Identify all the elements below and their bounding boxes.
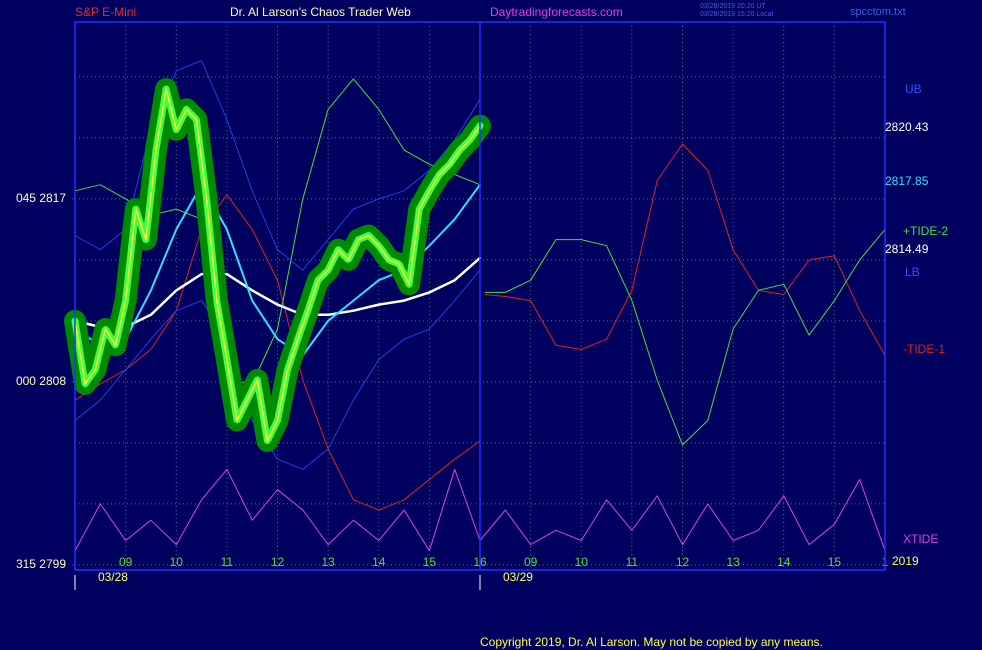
- y-tick-label: 045 2817: [16, 191, 66, 205]
- date-label: 03/29: [503, 570, 533, 584]
- x-tick-label: 15: [828, 555, 842, 569]
- x-tick-label: 12: [676, 555, 690, 569]
- price-line: [73, 256, 482, 329]
- x-tick-label: 14: [372, 555, 386, 569]
- copyright: Copyright 2019, Dr. Al Larson. May not b…: [480, 635, 823, 649]
- x-tick-label: 10: [170, 555, 184, 569]
- symbol: S&P E-Mini: [75, 5, 136, 19]
- tide2-label: +TIDE-2: [903, 224, 948, 238]
- x-tick-label: 11: [626, 555, 639, 569]
- x-tick-label: 13: [321, 555, 335, 569]
- site: Daytradingforecasts.com: [490, 5, 623, 19]
- lb-label: LB: [905, 265, 920, 279]
- year-label: 2019: [892, 554, 919, 568]
- ma-price: 2817.85: [885, 174, 929, 188]
- x-tick-label: 09: [524, 555, 538, 569]
- tide1-label: -TIDE-1: [903, 342, 945, 356]
- x-tick-label: 15: [423, 555, 437, 569]
- x-tick-label: 09: [119, 555, 133, 569]
- y-tick-label: 000 2808: [16, 374, 66, 388]
- x-tick-label: 13: [726, 555, 740, 569]
- stamp-ut: 03/28/2019 20:20 UT: [700, 3, 766, 10]
- x-tick-label: 11: [221, 555, 234, 569]
- date-label: 03/28: [98, 570, 128, 584]
- ub-price: 2820.43: [885, 120, 929, 134]
- x-tick-label: 10: [575, 555, 589, 569]
- xtide-label: XTIDE: [903, 532, 938, 546]
- series-line: [74, 269, 481, 470]
- series-line: [74, 143, 886, 511]
- y-tick-label: 315 2799: [16, 557, 66, 571]
- x-tick-label: 12: [271, 555, 285, 569]
- last-price: 2814.49: [885, 242, 929, 256]
- ub-label: UB: [905, 82, 922, 96]
- series-line: [74, 60, 481, 271]
- stamp-local: 03/28/2019 15:20 Local: [700, 11, 774, 18]
- file-name: spcctom.txt: [850, 6, 906, 18]
- price-line: [74, 88, 481, 442]
- x-tick-label: 14: [777, 555, 791, 569]
- title: Dr. Al Larson's Chaos Trader Web: [230, 5, 411, 19]
